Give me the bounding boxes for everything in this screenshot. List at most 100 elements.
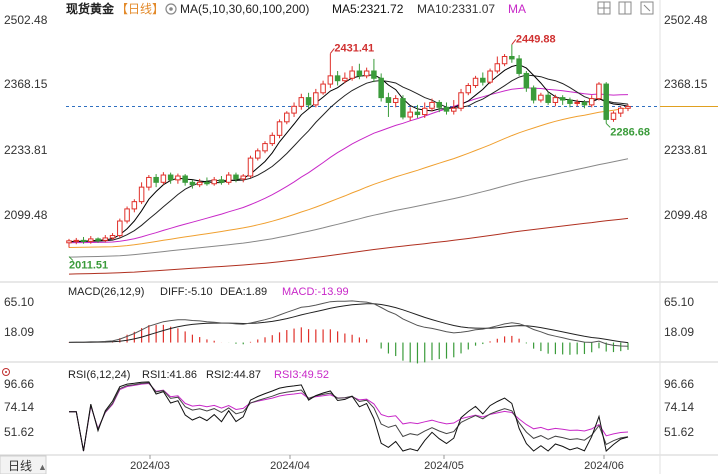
price-axis-label-left: 2233.81 [4, 143, 48, 157]
candle-body [501, 55, 508, 65]
candle-body [574, 101, 580, 104]
candle-body [334, 75, 341, 82]
annotation-label: 2011.51 [69, 260, 108, 272]
price-axis-label: 2099.48 [664, 208, 708, 222]
candle-body [327, 75, 334, 85]
candle-body [523, 72, 530, 89]
candle-body [298, 97, 305, 107]
macd-dea-line [68, 303, 629, 344]
maximize-icon[interactable] [640, 1, 654, 15]
candle-body [131, 201, 138, 210]
candle-body [138, 186, 145, 203]
price-axis-label-left: 2368.15 [4, 77, 48, 91]
candle-body [552, 97, 559, 103]
candle-body [538, 94, 544, 101]
rsi-label: RSI(6,12,24) [68, 369, 130, 381]
ma5-value: MA5:2321.72 [332, 2, 404, 16]
candle-body [480, 77, 486, 83]
candle-body [407, 111, 413, 118]
candle-body [167, 174, 174, 181]
rsi-axis-label: 74.14 [664, 400, 694, 414]
candle-body [305, 97, 312, 106]
period-tab-label: 日线 [8, 459, 32, 473]
candle-body [392, 98, 399, 103]
price-axis-label-left: 2099.48 [4, 208, 48, 222]
candle-body [567, 99, 573, 104]
candle-body [146, 176, 152, 188]
ma200-line [68, 217, 629, 275]
period-tab[interactable] [0, 455, 47, 474]
macd-value: MACD:-13.99 [282, 286, 349, 298]
instrument-name: 现货黄金 [66, 1, 115, 16]
candle-body [88, 238, 94, 242]
candle-body [545, 94, 551, 103]
macd-axis-label: 18.09 [664, 325, 694, 339]
candle-body [291, 105, 297, 114]
price-axis-label: 2368.15 [664, 77, 708, 91]
candle-body [124, 208, 130, 222]
rsi2-value: RSI2:44.87 [206, 369, 261, 381]
candle-body [371, 70, 377, 79]
candle-body [196, 181, 203, 186]
candle-body [153, 176, 159, 183]
annotation-label: 2286.68 [610, 126, 650, 138]
candle-body [240, 175, 246, 180]
candle-body [516, 58, 522, 74]
ma100-line [68, 158, 629, 258]
macd-label: MACD(26,12,9) [68, 286, 144, 298]
candle-body [472, 77, 479, 87]
macd-diff: DIFF:-5.10 [160, 286, 213, 298]
candle-body [73, 239, 80, 242]
candle-body [95, 238, 101, 241]
annotation-pointer [68, 256, 74, 261]
macd-diff-line [68, 300, 629, 347]
candle-body [211, 179, 217, 185]
candle-body [175, 175, 181, 181]
period-label[interactable]: 【日线】 [116, 2, 164, 16]
candle-body [509, 55, 515, 60]
layout-icon[interactable] [597, 1, 611, 15]
macd-axis-label-left: 65.10 [4, 295, 34, 309]
annotation-label: 2431.41 [334, 42, 374, 54]
candle-body [429, 101, 435, 109]
annotation-pointer [605, 123, 611, 128]
price-axis-label: 2233.81 [664, 143, 708, 157]
candle-body [596, 83, 602, 100]
x-axis-label: 2024/03 [130, 460, 170, 472]
x-axis-label: 2024/05 [424, 460, 464, 472]
ma-params: MA(5,10,30,60,100,200) [180, 2, 309, 16]
candle-body [313, 92, 319, 106]
settings-icon[interactable] [165, 3, 177, 15]
candle-body [458, 92, 464, 109]
rsi-axis-label: 96.66 [664, 377, 694, 391]
candle-body [320, 83, 326, 94]
candle-body [465, 85, 472, 94]
rsi-axis-label-left: 74.14 [4, 400, 34, 414]
candle-body [603, 83, 609, 120]
rsi2-line [69, 382, 629, 452]
candle-body [400, 98, 406, 118]
candle-body [189, 181, 196, 186]
rsi1-value: RSI1:41.86 [142, 369, 197, 381]
target-icon[interactable] [2, 368, 10, 376]
chevron-up-icon[interactable]: ▲ [38, 462, 47, 472]
candle-body [349, 70, 355, 79]
candle-body [276, 121, 283, 136]
candle-body [414, 111, 421, 116]
rsi3-value: RSI3:49.52 [274, 369, 329, 381]
panel-icon[interactable] [618, 1, 632, 15]
candle-body [559, 97, 566, 101]
candle-body [610, 112, 617, 120]
candle-body [443, 106, 450, 112]
candle-body [66, 240, 72, 244]
candle-body [80, 239, 87, 242]
macd-axis-label-left: 18.09 [4, 325, 34, 339]
candle-body [487, 70, 493, 83]
candle-body [182, 175, 188, 183]
annotation-label: 2449.88 [516, 33, 556, 45]
candle-body [218, 179, 225, 183]
annotation-pointer [329, 48, 335, 54]
rsi3-line [69, 382, 629, 452]
candle-body [451, 107, 457, 112]
